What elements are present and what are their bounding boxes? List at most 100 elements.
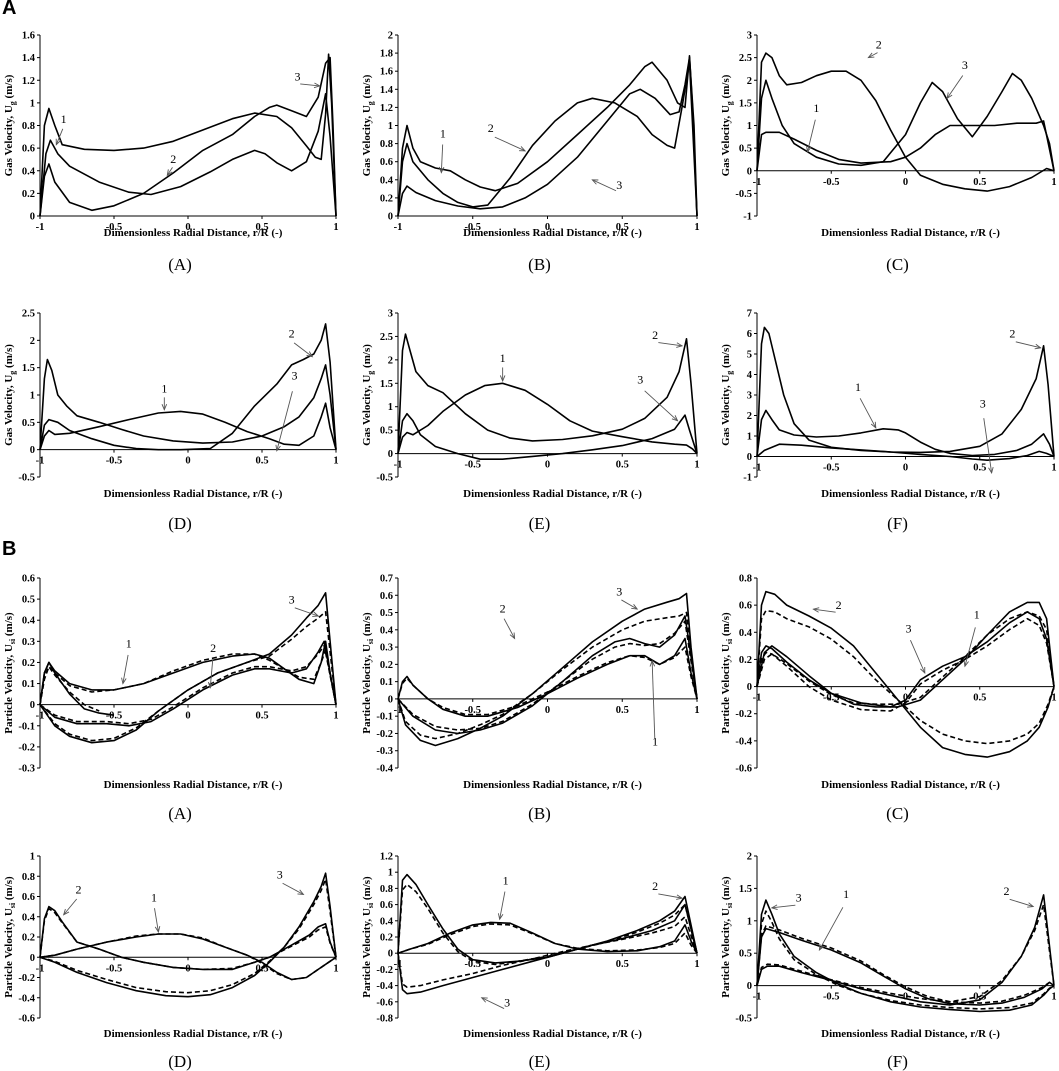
annotation-arrowhead xyxy=(154,925,161,934)
series-line-3-sim xyxy=(39,611,337,742)
x-tick-label: 1 xyxy=(1051,463,1056,474)
y-tick-label: 0.2 xyxy=(380,660,393,671)
y-tick-label: -0.1 xyxy=(376,712,393,723)
annotation-label-2: 2 xyxy=(836,598,842,612)
y-axis-label: Gas Velocity, Ug (m/s) xyxy=(3,344,17,446)
panel-caption: (C) xyxy=(886,804,909,823)
annotation-arrowhead xyxy=(62,908,70,916)
series-line-2 xyxy=(39,93,337,217)
series-line-2-sim xyxy=(397,620,698,731)
annotation-label-3: 3 xyxy=(637,372,643,386)
y-axis-label: Particle Velocity, Usi (m/s) xyxy=(3,612,17,734)
y-tick-label: -0.8 xyxy=(376,1014,393,1025)
annotation-label-2: 2 xyxy=(210,641,216,655)
y-tick-label: 3 xyxy=(747,391,752,402)
x-tick-label: 1 xyxy=(694,222,699,233)
x-tick-label: -0.5 xyxy=(106,711,123,722)
annotation-arrowhead xyxy=(1027,902,1035,908)
y-tick-label: 0.6 xyxy=(380,157,393,168)
annotation-label-2: 2 xyxy=(488,121,494,135)
annotation-arrow xyxy=(503,618,516,639)
y-tick-label: 2.5 xyxy=(739,53,752,64)
x-tick-label: -0.5 xyxy=(823,693,840,704)
annotation-arrow xyxy=(658,893,683,899)
x-tick-label: 0.5 xyxy=(616,222,629,233)
y-axis-label: Particle Velocity, Usi (m/s) xyxy=(720,876,734,998)
series-line-2-exp xyxy=(397,615,698,735)
y-tick-label: 0 xyxy=(388,949,393,960)
y-tick-label: 0.8 xyxy=(22,121,35,132)
y-tick-label: -0.5 xyxy=(735,1014,752,1025)
y-tick-label: -0.2 xyxy=(376,965,393,976)
series-line-3 xyxy=(397,412,698,460)
y-tick-label: 0.2 xyxy=(380,193,393,204)
y-tick-label: 1 xyxy=(747,432,752,443)
annotation-arrow xyxy=(868,52,878,59)
annotation-label-1: 1 xyxy=(161,381,167,395)
annotation-arrow xyxy=(440,144,444,173)
annotation-label-3: 3 xyxy=(616,584,622,598)
y-tick-label: 0.5 xyxy=(22,595,35,606)
series-line-3-exp xyxy=(756,899,1055,1013)
annotation-arrowhead xyxy=(275,444,281,452)
series-line-1-sim xyxy=(397,923,698,954)
x-tick-label: 0.5 xyxy=(255,711,268,722)
x-axis-label: Dimensionless Radial Distance, r/R (-) xyxy=(463,779,642,791)
y-tick-label: 1.5 xyxy=(380,379,393,390)
y-tick-label: 1.6 xyxy=(22,31,35,42)
annotation-arrowhead xyxy=(988,466,994,475)
x-axis-label: Dimensionless Radial Distance, r/R (-) xyxy=(104,227,283,239)
y-tick-label: 0.4 xyxy=(380,625,394,636)
annotation-arrowhead xyxy=(166,169,173,177)
annotation-arrowhead xyxy=(509,632,516,640)
x-axis-label: Dimensionless Radial Distance, r/R (-) xyxy=(104,779,283,791)
series-line-3-sim xyxy=(397,611,698,740)
series-line-1-exp xyxy=(397,921,698,954)
chart-panel-b-e: -0.8 -0.6 -0.4 -0.2 0 0.2 0.4 0.6 0.8 1 1.2 -1 -0.5 0… xyxy=(361,852,700,1071)
annotation-arrowhead xyxy=(480,997,488,1003)
series-line-3-exp xyxy=(39,872,337,998)
y-tick-label: 1.6 xyxy=(380,67,393,78)
annotation-label-1: 1 xyxy=(843,887,849,901)
x-tick-label: -0.5 xyxy=(464,959,481,970)
annotation-label-1: 1 xyxy=(500,351,506,365)
x-tick-label: -0.5 xyxy=(823,992,840,1003)
series-line-1 xyxy=(756,409,1055,457)
panel-caption: (A) xyxy=(168,255,192,274)
x-axis-label: Dimensionless Radial Distance, r/R (-) xyxy=(821,227,1000,239)
y-tick-label: 0.6 xyxy=(22,144,35,155)
annotation-label-3: 3 xyxy=(616,178,622,192)
y-tick-label: -0.1 xyxy=(18,721,35,732)
x-tick-label: 0 xyxy=(545,959,550,970)
annotation-arrowhead xyxy=(497,913,504,921)
y-tick-label: 2 xyxy=(388,31,393,42)
series-line-1-exp xyxy=(756,927,1055,1006)
annotation-label-3: 3 xyxy=(905,621,911,635)
x-tick-label: 0 xyxy=(545,460,550,471)
y-tick-label: 0.4 xyxy=(22,166,36,177)
y-tick-label: 0.5 xyxy=(739,144,752,155)
x-tick-label: 0 xyxy=(903,992,908,1003)
annotation-arrowhead xyxy=(1034,343,1042,350)
series-line-1 xyxy=(756,120,1055,171)
x-tick-label: -0.5 xyxy=(464,222,481,233)
y-tick-label: 2.5 xyxy=(380,332,393,343)
y-tick-label: 0.4 xyxy=(380,175,394,186)
y-tick-label: -0.3 xyxy=(376,746,393,757)
series-line-2-sim xyxy=(39,907,337,971)
y-axis-label: Gas Velocity, Ug (m/s) xyxy=(361,74,375,176)
x-tick-label: 1 xyxy=(694,959,699,970)
series-line-1 xyxy=(397,382,698,455)
x-tick-label: -1 xyxy=(394,959,403,970)
annotation-arrowhead xyxy=(499,375,506,383)
annotation-arrowhead xyxy=(438,166,445,174)
panel-caption: (C) xyxy=(886,255,909,274)
x-tick-label: 1 xyxy=(333,456,338,467)
y-tick-label: -0.4 xyxy=(18,993,35,1004)
y-tick-label: 1 xyxy=(388,868,393,879)
x-tick-label: 1 xyxy=(1051,992,1056,1003)
annotation-arrowhead xyxy=(121,677,127,685)
annotation-arrow xyxy=(658,342,683,347)
y-tick-label: -0.4 xyxy=(735,736,752,747)
